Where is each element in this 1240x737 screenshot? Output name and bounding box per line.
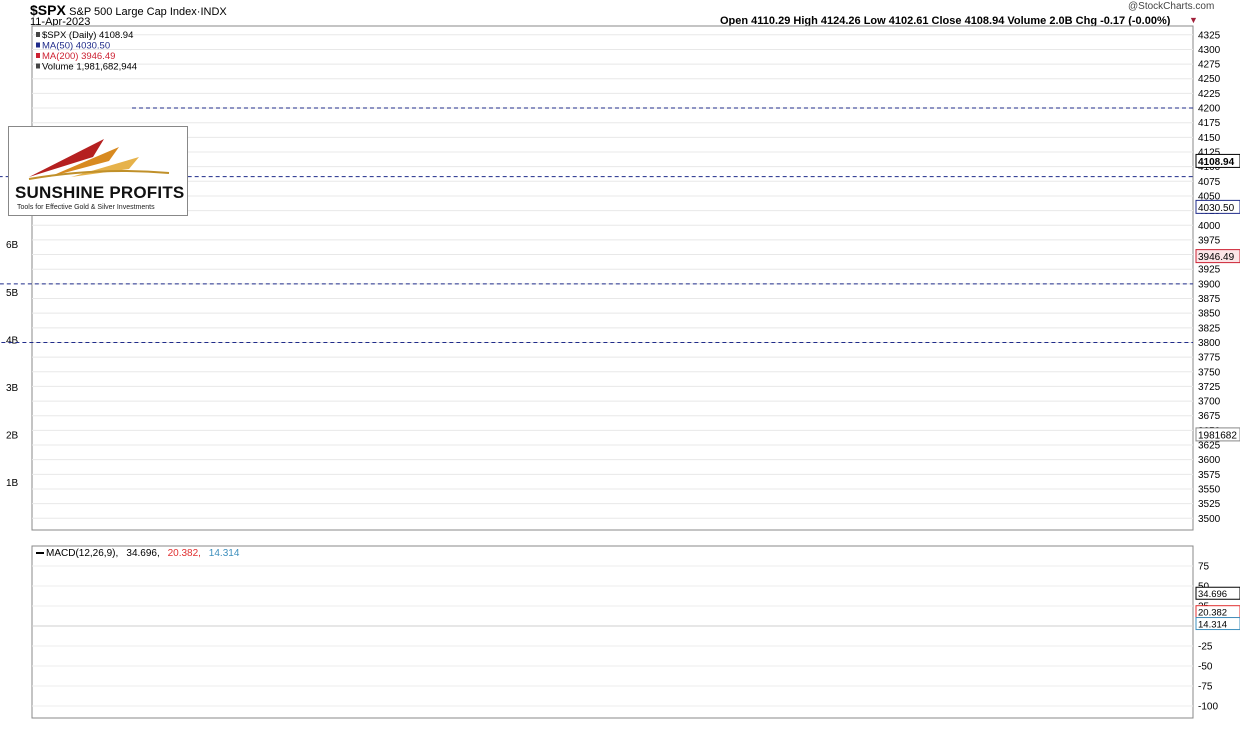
price-y-tick-label: 3725 <box>1198 382 1221 393</box>
macd-last-box <box>1195 586 1240 600</box>
symbol-title: $SPX S&P 500 Large Cap Index·INDX <box>30 2 227 18</box>
price-y-tick-label: 4000 <box>1198 221 1221 232</box>
price-y-tick-label: 3550 <box>1198 484 1221 495</box>
chart-date: 11-Apr-2023 <box>30 16 91 28</box>
price-y-tick-label: 4250 <box>1198 74 1221 85</box>
price-y-tick-label: 3700 <box>1198 397 1221 408</box>
watermark: @StockCharts.com <box>1128 1 1215 12</box>
index-description: S&P 500 Large Cap Index <box>69 6 197 18</box>
volume-y-tick-label: 5B <box>6 288 19 299</box>
price-y-tick-label: 3800 <box>1198 338 1221 349</box>
volume-last-box <box>1195 427 1240 442</box>
price-y-tick-label: 3750 <box>1198 367 1221 378</box>
price-y-tick-label: 3600 <box>1198 455 1221 466</box>
price-y-tick-label: 4200 <box>1198 104 1221 115</box>
macd-y-tick-label: 75 <box>1198 562 1210 573</box>
symbol: $SPX <box>30 2 66 18</box>
price-y-tick-label: 4050 <box>1198 191 1221 202</box>
volume-y-tick-label: 1B <box>6 478 19 489</box>
ma50-value-label: 4030.50 <box>1198 203 1235 214</box>
price-y-tick-label: 4225 <box>1198 89 1221 100</box>
chg-down-icon: ▼ <box>1189 15 1198 25</box>
price-legend-entry: MA(200) 3946.49 <box>42 51 115 62</box>
price-y-tick-label: 4275 <box>1198 60 1221 71</box>
volume-y-tick-label: 6B <box>6 240 19 251</box>
price-y-tick-label: 4075 <box>1198 177 1221 188</box>
exchange: INDX <box>200 6 227 18</box>
macd-legend-entry: 20.382, <box>168 548 201 559</box>
price-y-tick-label: 3825 <box>1198 323 1221 334</box>
volume-y-tick-label: 2B <box>6 430 19 441</box>
price-y-tick-label: 4125 <box>1198 148 1221 159</box>
legend-swatch <box>36 63 40 69</box>
last-price-label: 4108.94 <box>1198 157 1235 168</box>
logo-name: SUNSHINE PROFITS <box>15 183 185 202</box>
macd-legend-entry: 14.314 <box>209 548 240 559</box>
price-y-tick-label: 4325 <box>1198 30 1221 41</box>
macd-last-box <box>1195 617 1240 631</box>
price-legend-entry: MA(50) 4030.50 <box>42 41 110 52</box>
price-y-tick-label: 3575 <box>1198 470 1221 481</box>
price-panel-frame <box>31 25 1194 531</box>
price-y-tick-label: 3775 <box>1198 353 1221 364</box>
price-legend-entry: Volume 1,981,682,944 <box>42 62 137 73</box>
legend-swatch <box>36 53 40 58</box>
macd-y-tick-label: -100 <box>1198 702 1218 713</box>
price-y-tick-label: 3925 <box>1198 265 1221 276</box>
volume-y-tick-label: 3B <box>6 383 19 394</box>
exchange-separator: · <box>196 6 201 18</box>
price-y-tick-label: 3900 <box>1198 279 1221 290</box>
legend-swatch <box>36 32 40 37</box>
logo-tagline: Tools for Effective Gold & Silver Invest… <box>17 204 155 211</box>
ma200-value-label: 3946.49 <box>1198 252 1235 263</box>
volume-last-label: 1981682 <box>1198 430 1237 441</box>
macd-panel-frame <box>31 545 1194 719</box>
macd-last-label: 20.382 <box>1198 608 1227 619</box>
price-y-tick-label: 3500 <box>1198 514 1221 525</box>
logo-swoosh-icon <box>28 139 170 180</box>
macd-legend-entry: MACD(12,26,9), <box>46 548 118 559</box>
ma200-value-label-box <box>1195 249 1240 264</box>
macd-y-tick-label: -75 <box>1198 682 1213 693</box>
macd-legend-entry: 34.696, <box>126 548 159 559</box>
volume-y-tick-label: 4B <box>6 335 19 346</box>
price-y-tick-label: 3875 <box>1198 294 1221 305</box>
price-y-tick-label: 3975 <box>1198 235 1221 246</box>
legend-swatch <box>36 42 40 48</box>
last-price-label-box <box>1195 153 1240 168</box>
price-y-tick-label: 4300 <box>1198 45 1221 56</box>
price-y-tick-label: 4175 <box>1198 118 1221 129</box>
price-y-tick-label: 3625 <box>1198 441 1221 452</box>
price-y-tick-label: 3525 <box>1198 499 1221 510</box>
price-y-tick-label: 3675 <box>1198 411 1221 422</box>
macd-y-tick-label: -50 <box>1198 662 1213 673</box>
macd-last-label: 14.314 <box>1198 620 1227 631</box>
ma50-value-label-box <box>1195 199 1240 214</box>
macd-last-label: 34.696 <box>1198 589 1227 600</box>
price-y-tick-label: 4150 <box>1198 133 1221 144</box>
quote-line: Open 4110.29 High 4124.26 Low 4102.61 Cl… <box>720 15 1171 27</box>
price-y-tick-label: 3850 <box>1198 309 1221 320</box>
price-legend-entry: $SPX (Daily) 4108.94 <box>42 30 133 41</box>
macd-y-tick-label: -25 <box>1198 642 1213 653</box>
sunshine-profits-logo: SUNSHINE PROFITS Tools for Effective Gol… <box>8 126 188 216</box>
